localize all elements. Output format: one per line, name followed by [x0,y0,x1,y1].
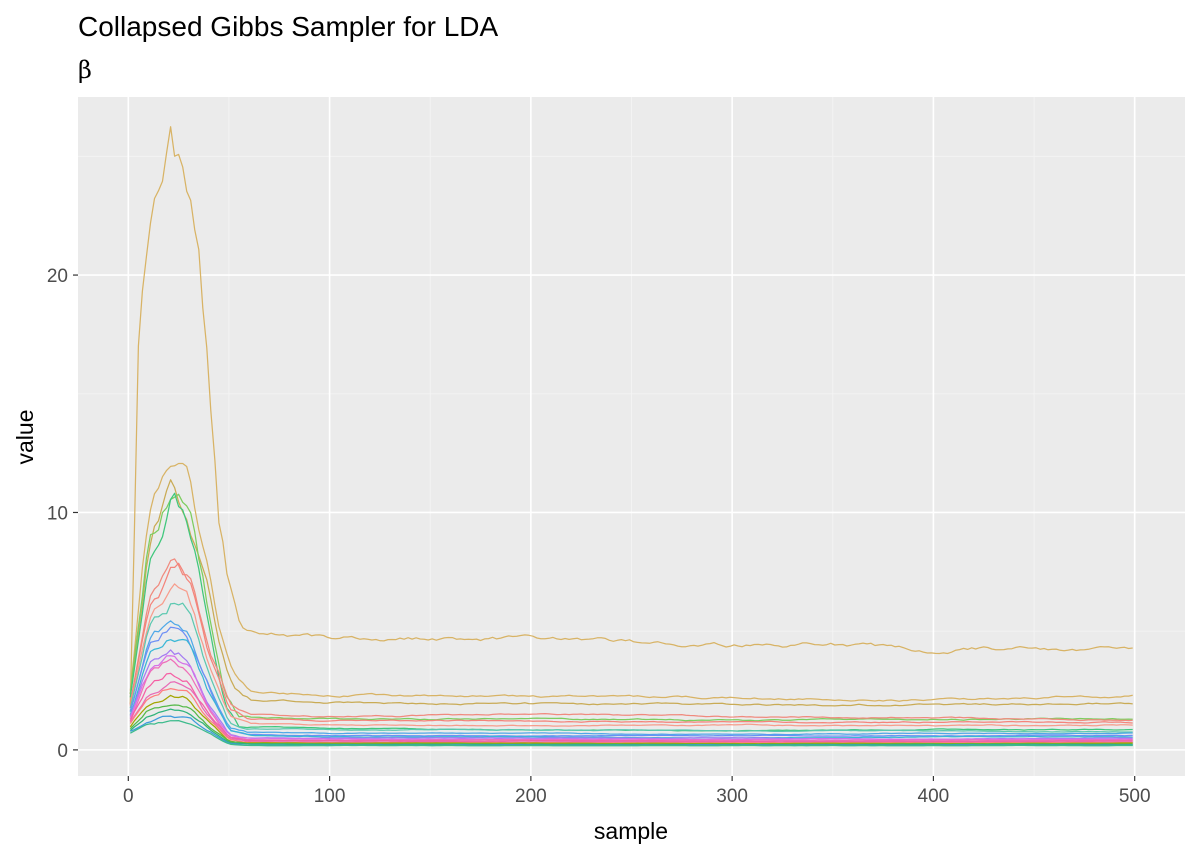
x-tick-label: 100 [314,786,346,807]
minor-gridlines [78,97,1185,776]
series-line-7 [129,562,1133,724]
series-line-16 [129,672,1133,743]
x-tick-label: 400 [918,786,950,807]
chart-subtitle: β [78,56,92,84]
series-line-23 [129,719,1133,747]
series-line-3 [129,479,1133,707]
series-line-6 [129,558,1133,722]
series-line-14 [129,655,1133,741]
x-axis-title: sample [594,818,668,844]
x-axis-ticks: 0 100 200 300 400 500 [123,776,1151,807]
series-line-9 [129,602,1133,733]
x-tick-label: 500 [1119,786,1151,807]
series-lines [129,126,1133,747]
series-line-4 [129,493,1133,722]
y-axis-ticks: 0 10 20 [47,266,78,762]
series-line-8 [129,583,1133,727]
x-tick-label: 300 [716,786,748,807]
chart-title: Collapsed Gibbs Sampler for LDA [78,11,499,42]
x-tick-label: 200 [515,786,547,807]
y-tick-label: 0 [57,741,68,762]
y-axis-title: value [12,410,38,465]
y-tick-label: 20 [47,266,68,287]
series-line-11 [129,626,1133,737]
x-tick-label: 0 [123,786,134,807]
major-gridlines [78,97,1185,776]
y-tick-label: 10 [47,503,68,524]
series-line-10 [129,620,1133,736]
series-line-1 [129,126,1133,704]
series-line-2 [129,462,1133,702]
